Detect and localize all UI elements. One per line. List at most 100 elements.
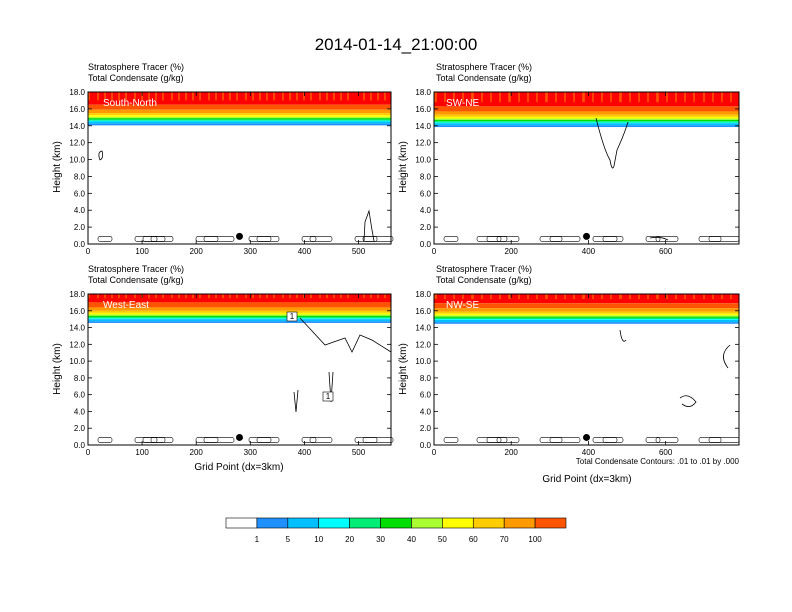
tracer-streak: [162, 294, 164, 299]
tracer-streak: [536, 294, 538, 300]
condensate-contour: [203, 437, 235, 443]
tracer-streak: [472, 92, 474, 103]
tracer-streak: [162, 92, 164, 101]
x-tick-label: 0: [86, 247, 91, 256]
tracer-streak: [472, 294, 474, 300]
condensate-contour: [645, 437, 661, 443]
plot-frame: [433, 293, 740, 446]
condensate-contour: [195, 437, 219, 443]
tracer-streak: [377, 294, 379, 299]
x-tick-label: 400: [298, 247, 312, 256]
tracer-streak: [675, 294, 677, 300]
tracer-streak: [215, 92, 217, 101]
tracer-band: [88, 307, 391, 311]
x-tick-label: 200: [505, 448, 519, 457]
tracer-streak: [222, 92, 224, 101]
tracer-streak: [490, 294, 492, 300]
y-axis-label: Height (km): [398, 343, 409, 395]
contour-label-box: [286, 311, 298, 322]
tracer-band: [88, 123, 391, 126]
tracer-streak: [148, 294, 150, 299]
condensate-contour: [97, 437, 113, 443]
y-tick-label: 18.0: [69, 88, 85, 97]
tracer-streak: [629, 294, 631, 300]
tracer-streak: [319, 294, 321, 299]
condensate-contour: [655, 236, 679, 242]
condensate-contour: [256, 236, 272, 242]
y-tick-label: 6.0: [74, 189, 86, 198]
tracer-streak: [481, 294, 483, 300]
y-tick-label: 8.0: [74, 374, 86, 383]
tracer-streak: [721, 294, 723, 300]
condensate-contour: [97, 236, 113, 242]
condensate-contour: [150, 437, 174, 443]
condensate-contour: [142, 437, 158, 443]
tracer-streak: [222, 294, 224, 299]
tracer-streak: [125, 294, 127, 299]
colorbar-label: 1: [255, 535, 260, 544]
colorbar-label: 20: [345, 535, 354, 544]
tracer-streak: [171, 294, 173, 299]
colorbar-swatch: [472, 517, 505, 529]
contour-label-box: [322, 391, 334, 402]
condensate-contour: [363, 209, 375, 242]
tracer-streak: [657, 92, 659, 103]
x-tick-label: 400: [582, 448, 596, 457]
tracer-band: [434, 320, 739, 323]
condensate-contour: [602, 437, 618, 443]
tracer-streak: [546, 92, 548, 103]
tracer-streak: [730, 294, 732, 300]
tracer-streak: [340, 294, 342, 299]
tracer-streak: [518, 294, 520, 300]
x-tick-label: 100: [135, 448, 149, 457]
tracer-streak: [435, 92, 437, 103]
tracer-streak: [384, 92, 386, 101]
tracer-streak: [155, 92, 157, 101]
tracer-streak: [199, 294, 201, 299]
condensate-contour: [134, 437, 166, 443]
plot-area: 0.0 2.0 4.0 6.0 8.0 10.0 12.0 14.0 16.0 18.0 0 200 4…: [415, 88, 740, 256]
tracer-streak: [573, 294, 575, 300]
y-tick-label: 0.0: [420, 240, 432, 249]
colorbar-label: 50: [438, 535, 447, 544]
tracer-band: [434, 125, 739, 128]
condensate-contour: [619, 329, 627, 342]
tracer-streak: [592, 92, 594, 103]
condensate-contour: [592, 236, 624, 242]
tracer-streak: [601, 294, 603, 300]
tracer-band: [88, 109, 391, 114]
tracer-streak: [620, 92, 622, 103]
tracer-streak: [245, 92, 247, 101]
tracer-band: [88, 312, 391, 315]
tracer-streak: [319, 92, 321, 101]
tracer-band: [434, 308, 739, 312]
tracer-streak: [499, 92, 501, 103]
y-tick-label: 0.0: [74, 240, 86, 249]
condensate-contour: [328, 371, 334, 403]
tracer-streak: [712, 92, 714, 103]
tracer-band: [88, 119, 391, 121]
tracer-streak: [104, 92, 106, 101]
condensate-contour: [195, 236, 219, 242]
panel-south-north: Stratosphere Tracer (%) Total Condensate…: [52, 62, 394, 256]
y-tick-label: 10.0: [69, 156, 85, 165]
tracer-streak: [481, 92, 483, 103]
tracer-band: [88, 294, 391, 303]
tracer-streak: [236, 294, 238, 299]
y-tick-label: 14.0: [415, 324, 431, 333]
tracer-streak: [282, 294, 284, 299]
colorbar-label: 70: [500, 535, 509, 544]
tracer-band: [434, 116, 739, 119]
condensate-contour: [708, 236, 740, 242]
tracer-streak: [730, 92, 732, 103]
colorbar-swatch: [503, 517, 536, 529]
x-tick-label: 400: [298, 448, 312, 457]
condensate-contour: [549, 236, 581, 242]
tracer-band: [88, 321, 391, 323]
tracer-band: [434, 319, 739, 321]
tracer-band: [434, 118, 739, 120]
tracer-streak: [88, 92, 90, 101]
colorbar-swatch: [349, 517, 381, 529]
tracer-streak: [178, 92, 180, 101]
y-tick-label: 0.0: [74, 441, 86, 450]
